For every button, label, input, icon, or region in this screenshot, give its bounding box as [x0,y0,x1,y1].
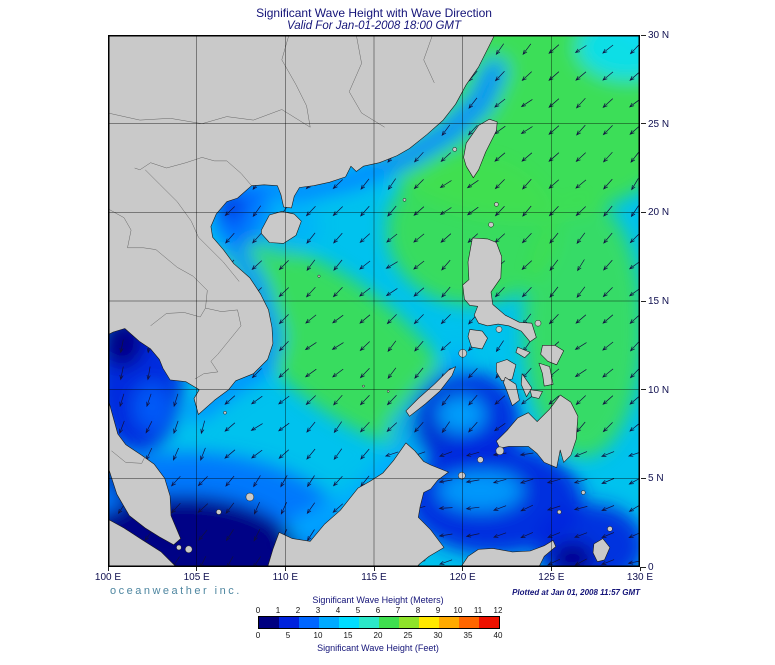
lon-tick [462,567,464,571]
feet-tick-label: 5 [285,631,291,640]
lat-label: 15 N [648,296,670,307]
meters-tick-label: 12 [493,606,503,615]
legend-feet-label: Significant Wave Height (Feet) [317,643,439,653]
colorbar-segment [399,617,419,628]
meters-tick-label: 5 [355,606,361,615]
lon-tick [284,567,286,571]
legend-feet-ticks: 0 5 10 15 20 25 30 35 40 [255,631,503,640]
lat-tick [641,477,646,479]
plotted-timestamp: Plotted at Jan 01, 2008 11:57 GMT [512,588,640,597]
lon-label: 110 E [272,572,299,583]
feet-tick-label: 25 [403,631,413,640]
lat-label: 5 N [648,473,664,485]
colorbar-segment [339,617,359,628]
meters-tick-label: 3 [315,606,321,615]
lat-tick [641,34,646,36]
lon-label: 130 E [626,572,654,583]
feet-tick-label: 15 [343,631,353,640]
lat-tick [641,211,646,213]
lat-label: 30 N [648,30,670,41]
feet-tick-label: 0 [255,631,261,640]
colorbar-segment [439,617,459,628]
lat-tick [641,389,646,391]
meters-tick-label: 9 [435,606,441,615]
feet-tick-label: 35 [463,631,473,640]
colorbar [258,616,500,629]
colorbar-segment [379,617,399,628]
lon-tick [639,567,641,571]
feet-tick-label: 30 [433,631,443,640]
colorbar-segment [419,617,439,628]
lon-tick [196,567,198,571]
valid-time-subtitle: Valid For Jan-01-2008 18:00 GMT [286,20,462,32]
colorbar-segment [479,617,499,628]
lon-tick [107,567,109,571]
lat-tick [641,123,646,125]
meters-tick-label: 8 [415,606,421,615]
colorbar-segment [259,617,279,628]
meters-tick-label: 0 [255,606,261,615]
legend-meters-label: Significant Wave Height (Meters) [312,595,444,605]
meters-tick-label: 7 [395,606,401,615]
lat-tick [641,566,646,568]
colorbar-segment [459,617,479,628]
colorbar-segment [359,617,379,628]
colorbar-segment [319,617,339,628]
meters-tick-label: 2 [295,606,301,615]
map-canvas [108,35,640,567]
meters-tick-label: 4 [335,606,341,615]
meters-tick-label: 11 [473,606,483,615]
meters-tick-label: 10 [453,606,463,615]
lon-tick [550,567,552,571]
feet-tick-label: 10 [313,631,323,640]
legend-meters-ticks: 0 1 2 3 4 5 6 7 8 9 10 11 12 [255,606,503,615]
lon-label: 105 E [183,572,210,583]
lon-tick [373,567,375,571]
lon-label: 115 E [361,572,387,583]
lat-label: 0 [648,562,654,573]
page-title: Significant Wave Height with Wave Direct… [256,6,492,20]
lon-label: 100 E [94,572,122,583]
lat-label: 10 N [648,384,670,396]
feet-tick-label: 20 [373,631,383,640]
colorbar-segment [299,617,319,628]
lon-label: 120 E [449,572,476,583]
lon-label: 125 E [538,572,565,583]
lat-tick [641,300,646,302]
colorbar-segment [279,617,299,628]
lat-label: 25 N [648,118,670,130]
lat-label: 20 N [648,207,670,219]
brand-text: oceanweather inc. [110,585,242,597]
meters-tick-label: 6 [375,606,381,615]
feet-tick-label: 40 [493,631,503,640]
meters-tick-label: 1 [275,606,281,615]
